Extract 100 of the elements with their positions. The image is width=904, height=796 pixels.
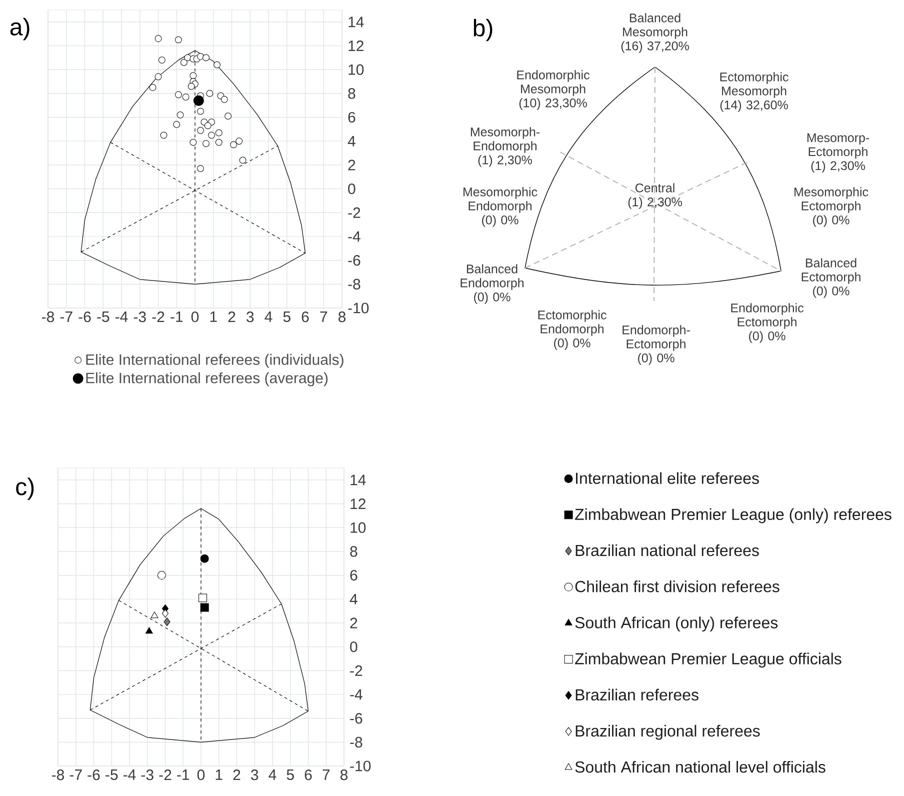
category-label: Endomorphic Ectomorph (731, 303, 804, 329)
x-tick-label: -7 (60, 312, 72, 322)
x-tick-label: 4 (268, 770, 276, 780)
category-label: Endomorph-Ectomorph (622, 325, 690, 351)
y-tick-label: 14 (350, 474, 366, 486)
text: (0) 0% (482, 215, 518, 227)
y-tick-label: 10 (348, 64, 364, 75)
category-label: Balanced Endomorph (460, 264, 524, 290)
x-tick-label: -4 (115, 312, 128, 322)
y-tick-label: -2 (350, 665, 362, 676)
y-tick-label: -8 (350, 736, 362, 748)
legend-label: Chilean first division referees (575, 580, 780, 592)
x-tick-label: 5 (286, 770, 294, 780)
x-tick-label: -5 (106, 770, 118, 780)
y-tick-label: 8 (350, 546, 358, 557)
category-label: Mesomorphic Endomorph (464, 187, 538, 213)
x-tick-label: 0 (197, 770, 205, 780)
category-label: Mesomorp-Ectomorph (807, 133, 870, 159)
chart-title: a) (10, 18, 30, 40)
text: (16) 37,20% (621, 41, 689, 53)
y-tick-label: 12 (348, 40, 364, 52)
x-tick-label: -3 (141, 770, 154, 780)
legend-label: Elite International referees (individuals) (86, 354, 344, 368)
x-tick-label: 3 (246, 312, 254, 322)
x-tick-label: 8 (340, 770, 348, 780)
y-tick-label: 6 (350, 570, 358, 581)
y-tick-label: 2 (350, 618, 358, 628)
legend-label: Brazilian referees (576, 688, 698, 701)
x-tick-label: 1 (216, 770, 222, 780)
legend-label: Brazilian regional referees (576, 724, 760, 740)
x-tick-label: -3 (134, 312, 146, 322)
text: (1) 2,30% (811, 160, 865, 173)
category-label: Endomorphic Mesomorph (517, 70, 590, 96)
x-tick-label: 7 (322, 770, 330, 780)
legend-label: Zimbabwean Premier League officials (575, 652, 842, 668)
x-tick-label: 0 (191, 312, 199, 322)
category-label: Ectomorphic Endomorph (538, 310, 606, 336)
y-tick-label: 6 (348, 112, 356, 123)
x-tick-label: -6 (88, 770, 100, 780)
y-tick-label: 2 (348, 160, 356, 170)
category-label: Mesomorphic Ectomorph (794, 187, 868, 213)
category-label: Balanced Ectomorph (802, 258, 860, 284)
y-tick-label: -6 (350, 713, 362, 724)
text: (0) 0% (813, 286, 850, 298)
x-tick-label: -6 (78, 312, 91, 322)
x-tick-label: 8 (338, 312, 346, 322)
legend-label: Brazilian national referees (576, 544, 759, 556)
legend-label: International elite referees (576, 472, 759, 484)
legend-label: Elite International referees (average) (86, 372, 328, 386)
x-tick-label: 3 (251, 770, 258, 780)
y-tick-label: 12 (350, 498, 366, 510)
x-tick-label: 1 (210, 312, 217, 322)
x-tick-label: 2 (233, 770, 240, 780)
y-tick-label: -4 (348, 231, 360, 242)
x-tick-label: 4 (264, 312, 272, 322)
y-tick-label: 4 (348, 136, 356, 146)
category-label: Balanced Mesomorph (623, 13, 688, 39)
category-label: Ectomorphic Mesomorph (720, 72, 788, 98)
chart-title: c) (16, 478, 34, 500)
x-tick-label: -5 (97, 312, 110, 322)
x-tick-label: -2 (152, 312, 164, 322)
y-tick-label: -8 (348, 278, 360, 290)
legend-label: South African (only) referees (575, 616, 778, 632)
y-tick-label: -2 (348, 207, 360, 218)
text: (10) 23,30% (519, 98, 587, 110)
x-tick-label: 5 (283, 312, 290, 322)
text: (1) 2,30% (478, 155, 532, 167)
text: (0) 0% (554, 338, 590, 350)
x-tick-label: -7 (70, 770, 82, 780)
category-label: Central (635, 183, 674, 192)
y-tick-label: -4 (350, 689, 362, 700)
y-tick-label: 10 (350, 522, 366, 533)
x-tick-label: -4 (123, 770, 136, 780)
x-tick-label: 6 (302, 312, 309, 322)
y-tick-label: -10 (348, 302, 369, 314)
y-tick-label: -10 (350, 760, 371, 772)
text: (14) 32,60% (720, 100, 788, 112)
y-tick-label: -6 (348, 255, 360, 266)
x-tick-label: -2 (159, 770, 172, 780)
text: (0) 0% (638, 353, 674, 365)
text: b) (474, 18, 492, 42)
x-tick-label: 7 (320, 312, 328, 322)
text: (0) 0% (749, 331, 786, 343)
y-tick-label: 4 (350, 594, 358, 604)
y-tick-label: 14 (348, 16, 364, 28)
x-tick-label: -8 (42, 312, 54, 322)
text: (1) 2,30% (628, 197, 682, 209)
text: (0) 0% (474, 292, 510, 304)
text: (0) 0% (813, 215, 850, 227)
y-tick-label: 8 (348, 88, 356, 99)
legend-label: Zimbabwean Premier League (only) referees (575, 508, 892, 524)
category-label: Mesomorph-Endomorph (470, 127, 540, 153)
x-tick-label: 6 (304, 770, 312, 780)
x-tick-label: -8 (52, 770, 64, 780)
legend-label: South African national level officials (575, 760, 826, 773)
x-tick-label: 2 (228, 312, 236, 322)
y-tick-label: 0 (348, 183, 356, 194)
y-tick-label: 0 (350, 642, 358, 652)
x-tick-label: -1 (177, 770, 190, 780)
x-tick-label: -1 (170, 312, 183, 322)
